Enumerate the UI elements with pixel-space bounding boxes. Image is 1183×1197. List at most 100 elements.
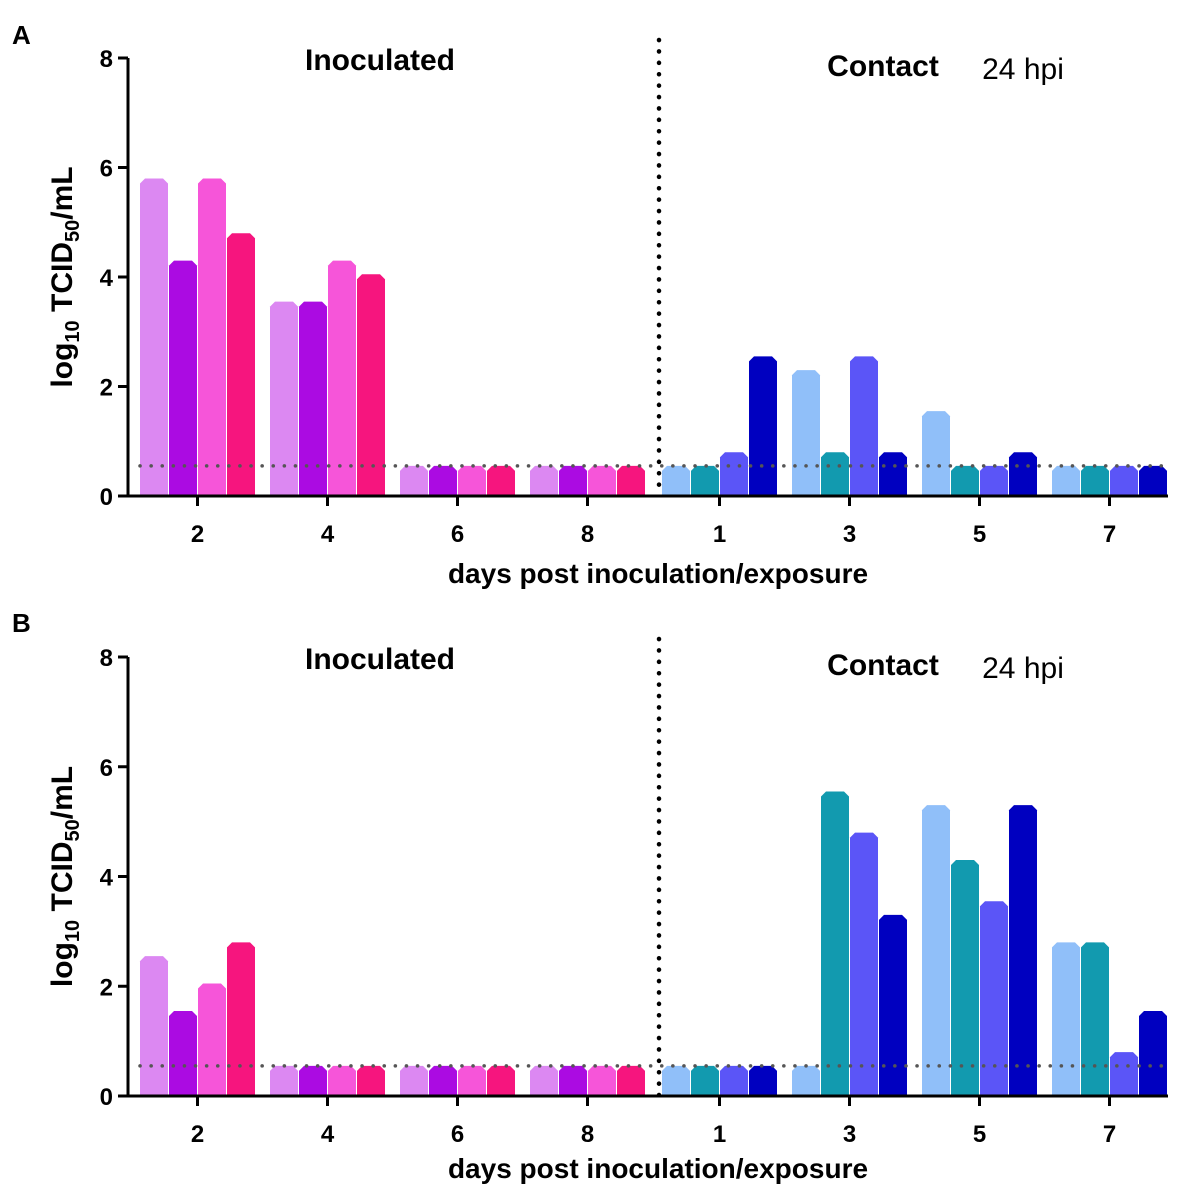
contact-label: Contact bbox=[827, 50, 939, 83]
x-tick-label-day-2: 2 bbox=[191, 521, 204, 548]
bar-inoculated-day8-animal2 bbox=[559, 1065, 587, 1096]
x-tick-label-day-7: 7 bbox=[1103, 1121, 1116, 1148]
bar-contact-day1-animal1 bbox=[662, 1065, 690, 1096]
x-tick-label-day-4: 4 bbox=[321, 1121, 335, 1148]
bar-contact-day3-animal4 bbox=[879, 452, 907, 496]
panel-a: A 0 2 4 6 8 2 4 6 8 1 3 5 7 Inoculated Contact 24 hpi day… bbox=[12, 20, 1168, 589]
bar-contact-day3-animal4 bbox=[879, 914, 907, 1096]
y-title-part: log bbox=[46, 343, 79, 388]
inoculated-label: Inoculated bbox=[305, 643, 455, 676]
bar-contact-day3-animal1 bbox=[792, 1065, 820, 1096]
bar-inoculated-day4-animal4 bbox=[357, 274, 385, 496]
bar-inoculated-day8-animal4 bbox=[617, 1065, 645, 1096]
bar-contact-day5-animal3 bbox=[980, 465, 1008, 496]
y-tick-label: 0 bbox=[100, 484, 113, 511]
bar-inoculated-day4-animal1 bbox=[270, 1065, 298, 1096]
y-title-subscript: 10 bbox=[62, 320, 84, 342]
bar-contact-day7-animal4 bbox=[1139, 1010, 1167, 1096]
y-title-part: /mL bbox=[46, 766, 79, 819]
bar-contact-day1-animal4 bbox=[749, 1065, 777, 1096]
y-tick-label: 8 bbox=[100, 645, 113, 672]
bar-contact-day1-animal1 bbox=[662, 465, 690, 496]
y-tick-label: 8 bbox=[100, 46, 113, 73]
bar-inoculated-day2-animal3 bbox=[198, 983, 226, 1096]
bar-inoculated-day2-animal4 bbox=[227, 233, 255, 496]
bar-contact-day1-animal2 bbox=[691, 1065, 719, 1096]
bar-contact-day5-animal2 bbox=[951, 860, 979, 1096]
bar-inoculated-day6-animal2 bbox=[429, 1065, 457, 1096]
contact-annotation: 24 hpi bbox=[982, 53, 1064, 86]
bar-inoculated-day6-animal4 bbox=[487, 465, 515, 496]
bar-inoculated-day6-animal1 bbox=[400, 1065, 428, 1096]
bar-contact-day3-animal3 bbox=[850, 832, 878, 1096]
bar-contact-day5-animal4 bbox=[1009, 452, 1037, 496]
bar-contact-day7-animal1 bbox=[1052, 942, 1080, 1096]
bar-inoculated-day4-animal1 bbox=[270, 301, 298, 496]
inoculated-label: Inoculated bbox=[305, 44, 455, 77]
contact-label: Contact bbox=[827, 649, 939, 682]
y-tick-label: 6 bbox=[100, 755, 113, 782]
x-tick-label-day-2: 2 bbox=[191, 1121, 204, 1148]
panel-letter: A bbox=[12, 20, 31, 50]
y-title-part: log bbox=[46, 942, 79, 987]
y-title-subscript: 10 bbox=[62, 920, 84, 942]
x-tick-label-day-6: 6 bbox=[451, 1121, 464, 1148]
bar-inoculated-day2-animal1 bbox=[140, 956, 168, 1096]
bar-contact-day1-animal3 bbox=[720, 1065, 748, 1096]
y-title-subscript: 50 bbox=[62, 220, 84, 242]
y-tick-label: 2 bbox=[100, 375, 113, 402]
bar-inoculated-day8-animal4 bbox=[617, 465, 645, 496]
x-tick-label-day-8: 8 bbox=[581, 521, 594, 548]
x-axis-title: days post inoculation/exposure bbox=[448, 558, 868, 589]
contact-annotation: 24 hpi bbox=[982, 652, 1064, 685]
y-title-part: TCID bbox=[46, 842, 79, 920]
bar-inoculated-day8-animal1 bbox=[530, 1065, 558, 1096]
y-tick-label: 4 bbox=[100, 265, 114, 292]
bar-contact-day3-animal1 bbox=[792, 370, 820, 496]
y-title-part: /mL bbox=[46, 166, 79, 219]
bar-inoculated-day2-animal3 bbox=[198, 178, 226, 496]
bar-inoculated-day8-animal3 bbox=[588, 465, 616, 496]
x-tick-label-day-8: 8 bbox=[581, 1121, 594, 1148]
bar-contact-day7-animal2 bbox=[1081, 942, 1109, 1096]
panel-letter: B bbox=[12, 608, 31, 638]
bar-inoculated-day8-animal1 bbox=[530, 465, 558, 496]
y-title-part: TCID bbox=[46, 242, 79, 320]
y-tick-label: 6 bbox=[100, 156, 113, 183]
x-tick-label-day-1: 1 bbox=[713, 1121, 726, 1148]
bar-inoculated-day6-animal2 bbox=[429, 465, 457, 496]
bar-inoculated-day2-animal2 bbox=[169, 260, 197, 496]
bar-contact-day7-animal4 bbox=[1139, 465, 1167, 496]
bar-inoculated-day6-animal3 bbox=[458, 1065, 486, 1096]
bar-contact-day5-animal4 bbox=[1009, 805, 1037, 1096]
x-tick-label-day-1: 1 bbox=[713, 521, 726, 548]
bar-inoculated-day2-animal2 bbox=[169, 1010, 197, 1096]
bar-inoculated-day6-animal3 bbox=[458, 465, 486, 496]
bar-contact-day7-animal3 bbox=[1110, 465, 1138, 496]
x-axis-title: days post inoculation/exposure bbox=[448, 1153, 868, 1184]
x-tick-label-day-3: 3 bbox=[843, 1121, 856, 1148]
x-tick-label-day-4: 4 bbox=[321, 521, 335, 548]
bar-inoculated-day2-animal4 bbox=[227, 942, 255, 1096]
bar-contact-day5-animal3 bbox=[980, 901, 1008, 1096]
bar-inoculated-day6-animal4 bbox=[487, 1065, 515, 1096]
bar-contact-day5-animal1 bbox=[922, 411, 950, 496]
bar-inoculated-day4-animal3 bbox=[328, 260, 356, 496]
bar-contact-day1-animal3 bbox=[720, 452, 748, 496]
panel-b: B 0 2 4 6 8 2 4 6 8 1 3 5 7 Inoculated Contact 24 hpi day… bbox=[12, 608, 1168, 1184]
x-tick-label-day-3: 3 bbox=[843, 521, 856, 548]
bar-contact-day7-animal3 bbox=[1110, 1052, 1138, 1096]
bar-inoculated-day4-animal3 bbox=[328, 1065, 356, 1096]
bar-inoculated-day4-animal2 bbox=[299, 1065, 327, 1096]
y-tick-label: 2 bbox=[100, 974, 113, 1001]
y-tick-label: 0 bbox=[100, 1084, 113, 1111]
y-axis-title: log10 TCID50/mL bbox=[46, 766, 84, 987]
x-tick-label-day-7: 7 bbox=[1103, 521, 1116, 548]
bar-inoculated-day6-animal1 bbox=[400, 465, 428, 496]
bar-contact-day3-animal2 bbox=[821, 452, 849, 496]
x-tick-label-day-5: 5 bbox=[973, 521, 986, 548]
bar-contact-day1-animal2 bbox=[691, 465, 719, 496]
bar-inoculated-day2-animal1 bbox=[140, 178, 168, 496]
